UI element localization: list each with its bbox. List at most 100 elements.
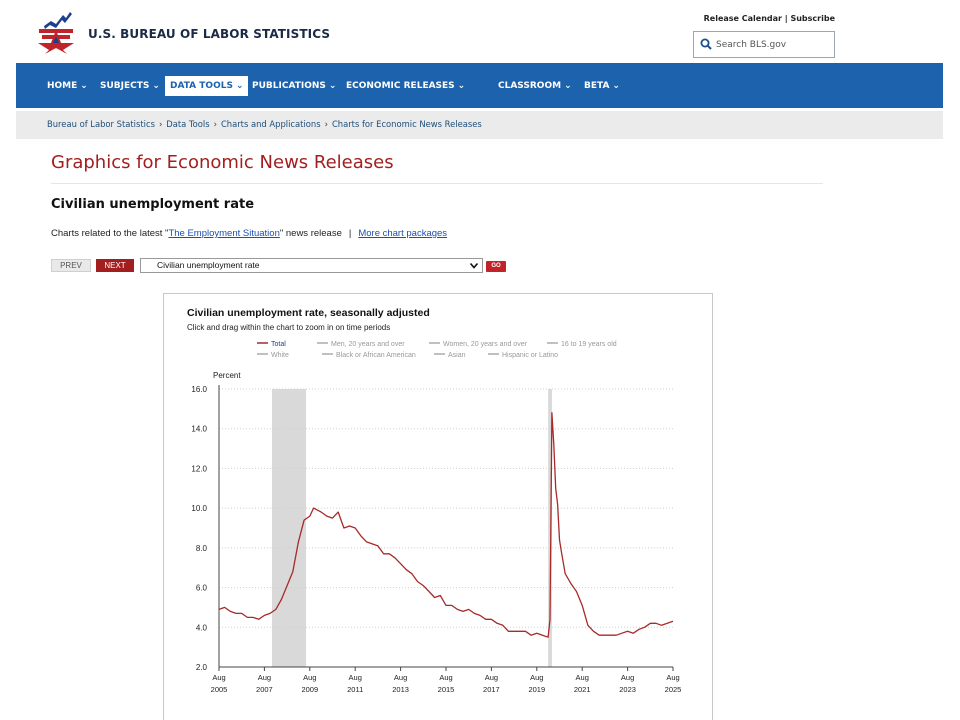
y-tick-label: 6.0 (196, 584, 208, 593)
legend-item: 16 to 19 years old (561, 341, 617, 348)
chevron-right-icon: › (158, 119, 163, 129)
nav-home[interactable]: HOME ⌄ (42, 76, 93, 96)
breadcrumb-item[interactable]: Charts for Economic News Releases (331, 119, 482, 129)
legend-item: Total (271, 341, 286, 348)
series-line-total (218, 412, 674, 638)
chevron-down-icon: ⌄ (235, 81, 244, 91)
x-tick-year: 2007 (256, 685, 273, 694)
chevron-down-icon: ⌄ (328, 81, 337, 91)
x-tick-year: 2005 (211, 685, 228, 694)
y-tick-label: 2.0 (196, 663, 208, 672)
y-axis-label: Percent (213, 371, 241, 380)
nav-classroom-label: CLASSROOM (498, 81, 562, 91)
chevron-down-icon: ⌄ (564, 81, 572, 91)
x-tick-month: Aug (258, 673, 271, 682)
chevron-right-icon: › (213, 119, 217, 129)
breadcrumb-item[interactable]: Charts and Applications (220, 119, 321, 129)
y-tick-label: 8.0 (196, 544, 208, 553)
legend-item: Black or African American (336, 352, 416, 359)
legend-item: Asian (448, 352, 466, 359)
x-tick-month: Aug (485, 673, 498, 682)
chevron-down-icon (470, 263, 478, 269)
next-button[interactable]: NEXT (96, 259, 134, 272)
legend-item: Women, 20 years and over (443, 341, 528, 348)
go-button[interactable]: GO (486, 261, 506, 272)
y-tick-label: 16.0 (191, 385, 207, 394)
chevron-down-icon: ⌄ (80, 81, 88, 91)
search-input[interactable] (716, 36, 831, 54)
utility-separator: | (781, 14, 791, 23)
nav-subjects-label: SUBJECTS (100, 81, 150, 91)
breadcrumb: Bureau of Labor Statistics › Data Tools › Ch… (47, 119, 482, 129)
chart-subtitle: Click and drag within the chart to zoom … (187, 323, 391, 332)
chevron-down-icon: ⌄ (152, 81, 160, 91)
chart-title: Civilian unemployment rate, seasonally a… (187, 307, 430, 319)
x-tick-month: Aug (394, 673, 407, 682)
related-separator: | (348, 228, 352, 239)
breadcrumb-item[interactable]: Data Tools (166, 119, 210, 129)
x-tick-month: Aug (212, 673, 225, 682)
nav-data-tools[interactable]: DATA TOOLS ⌄ (165, 76, 249, 96)
x-tick-month: Aug (666, 673, 679, 682)
chevron-right-icon: › (324, 119, 328, 129)
recession-band (271, 389, 307, 667)
breadcrumb-item[interactable]: Bureau of Labor Statistics (47, 119, 155, 129)
x-tick-month: Aug (621, 673, 634, 682)
y-tick-label: 14.0 (191, 425, 207, 434)
nav-subjects[interactable]: SUBJECTS ⌄ (95, 76, 165, 96)
x-tick-year: 2017 (483, 685, 500, 694)
nav-publications[interactable]: PUBLICATIONS ⌄ (247, 76, 341, 96)
nav-beta[interactable]: BETA ⌄ (579, 76, 625, 96)
x-tick-year: 2019 (528, 685, 545, 694)
chevron-down-icon: ⌄ (457, 81, 466, 91)
chart-container: Civilian unemployment rate, seasonally a… (163, 293, 713, 720)
nav-publications-label: PUBLICATIONS (252, 81, 326, 91)
utility-links: Release Calendar | Subscribe (704, 14, 835, 23)
site-title[interactable]: U.S. BUREAU OF LABOR STATISTICS (88, 27, 331, 41)
search-box[interactable] (693, 31, 835, 58)
related-charts-text: Charts related to the latest "The Employ… (51, 228, 447, 239)
related-prefix: Charts related to the latest " (51, 228, 169, 239)
release-calendar-link[interactable]: Release Calendar (703, 14, 782, 23)
nav-economic-releases-label: ECONOMIC RELEASES (346, 81, 455, 91)
nav-beta-label: BETA (584, 81, 610, 91)
chart-select[interactable]: Civilian unemployment rate (140, 258, 483, 273)
legend-item: Men, 20 years and over (331, 341, 405, 348)
bls-logo-icon[interactable] (36, 12, 76, 54)
x-tick-month: Aug (303, 673, 316, 682)
title-divider (51, 183, 823, 184)
subscribe-link[interactable]: Subscribe (790, 14, 835, 23)
search-icon[interactable] (700, 38, 712, 50)
x-tick-year: 2013 (392, 685, 409, 694)
x-tick-month: Aug (530, 673, 543, 682)
line-chart[interactable]: 16.0 14.0 12.0 10.0 8.0 6.0 4.0 2.0 Percent Aug 20… (164, 294, 714, 720)
nav-classroom[interactable]: CLASSROOM ⌄ (493, 76, 577, 96)
x-tick-month: Aug (349, 673, 362, 682)
legend-item: Hispanic or Latino (502, 352, 558, 359)
more-chart-packages-link[interactable]: More chart packages (358, 228, 448, 239)
breadcrumb-bar: Bureau of Labor Statistics › Data Tools › Ch… (16, 111, 943, 139)
nav-data-tools-label: DATA TOOLS (170, 81, 233, 91)
related-suffix: " news release (279, 228, 342, 239)
x-tick-year: 2009 (301, 685, 318, 694)
y-tick-label: 4.0 (196, 623, 208, 632)
prev-button[interactable]: PREV (51, 259, 91, 272)
x-tick-year: 2023 (619, 685, 636, 694)
nav-home-label: HOME (47, 81, 78, 91)
employment-situation-link[interactable]: The Employment Situation (168, 228, 280, 239)
x-tick-year: 2011 (347, 685, 363, 694)
x-tick-year: 2021 (574, 685, 591, 694)
y-tick-label: 12.0 (191, 464, 207, 473)
nav-economic-releases[interactable]: ECONOMIC RELEASES ⌄ (341, 76, 470, 96)
page-title: Graphics for Economic News Releases (51, 152, 394, 173)
site-header: U.S. BUREAU OF LABOR STATISTICS Release … (0, 0, 960, 62)
x-tick-month: Aug (439, 673, 452, 682)
recession-band (548, 389, 552, 667)
chevron-down-icon: ⌄ (612, 81, 620, 91)
main-nav: HOME ⌄ SUBJECTS ⌄ DATA TOOLS ⌄ PUBLICATIONS… (16, 63, 943, 108)
chart-select-value: Civilian unemployment rate (157, 260, 260, 270)
y-tick-label: 10.0 (191, 504, 207, 513)
section-title: Civilian unemployment rate (51, 197, 255, 212)
x-tick-year: 2015 (438, 685, 455, 694)
x-tick-month: Aug (576, 673, 589, 682)
